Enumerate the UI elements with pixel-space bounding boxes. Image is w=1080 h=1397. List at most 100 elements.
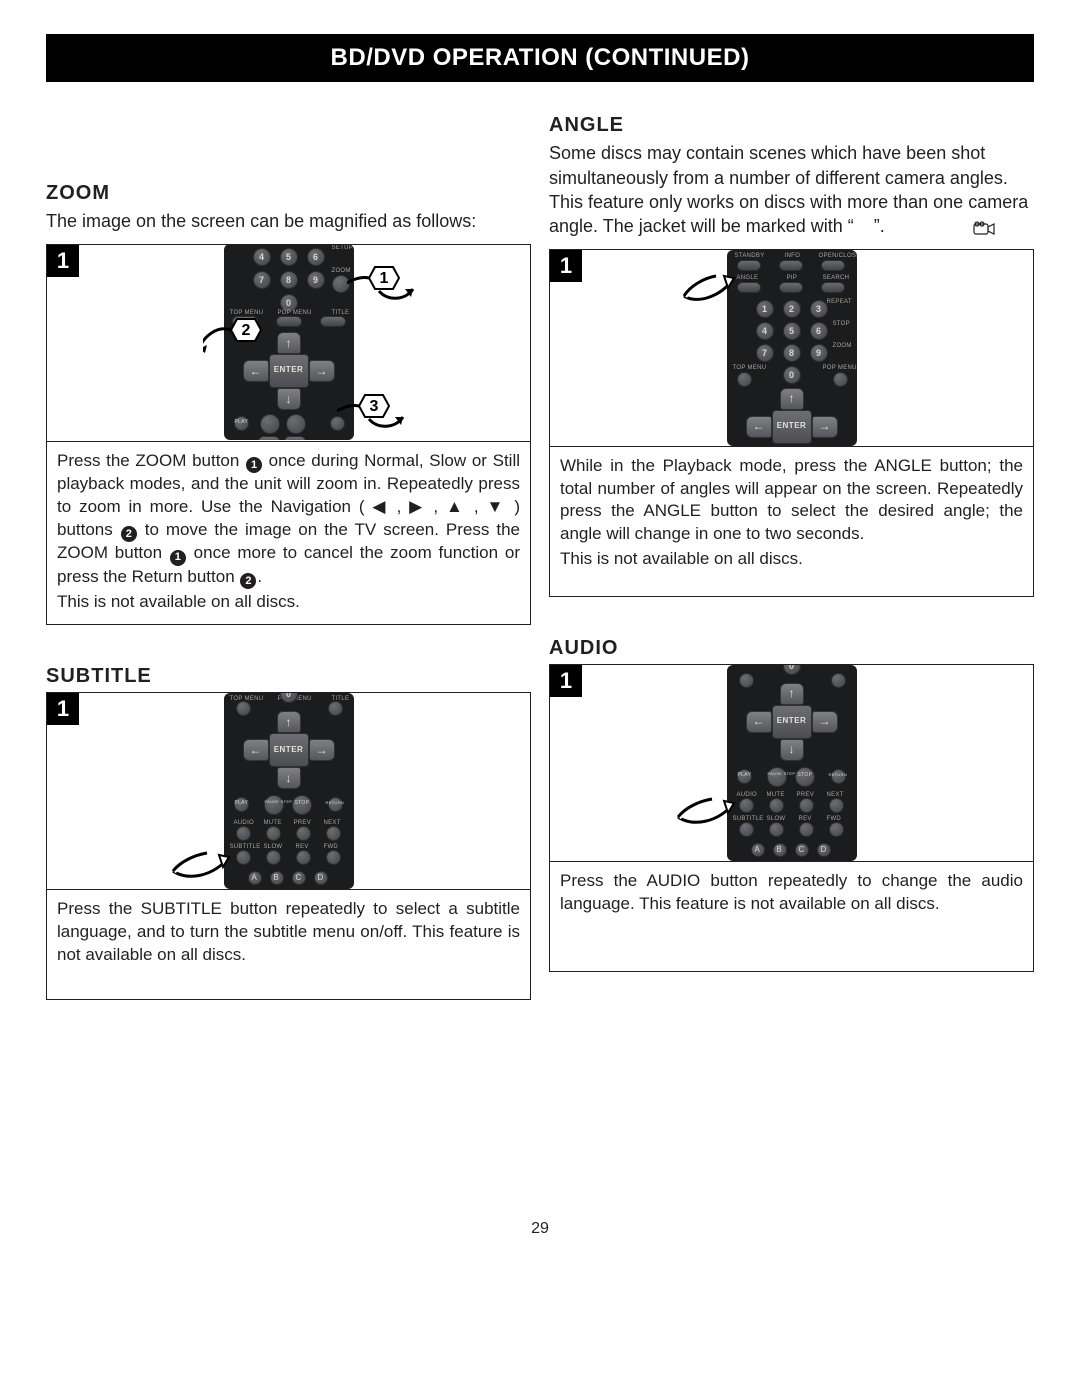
pause-button <box>264 795 284 815</box>
step-badge: 1 <box>550 665 582 697</box>
dpad-left-icon: ← <box>243 360 269 382</box>
dpad-right-icon: → <box>309 739 335 761</box>
label-popmenu: POP MENU <box>823 364 857 372</box>
num-3: 3 <box>810 300 828 318</box>
next-button <box>326 826 341 841</box>
label-a: A <box>755 845 761 856</box>
label-play: PLAY <box>235 800 249 807</box>
label-repeat: REPEAT <box>827 298 852 306</box>
label-open: OPEN/CLOSE <box>819 252 857 260</box>
callout-1: 1 <box>347 263 427 305</box>
page-number: 29 <box>46 1218 1034 1240</box>
prev-button <box>799 798 814 813</box>
dpad-left-icon: ← <box>746 711 772 733</box>
zoom-intro: The image on the screen can be magnified… <box>46 209 531 233</box>
svg-text:1: 1 <box>380 270 389 287</box>
dpad-left-icon: ← <box>243 739 269 761</box>
subtitle-button <box>236 850 251 865</box>
subtitle-section: SUBTITLE 1 TOP MENU POP MENU TITLE 0 ↑ ↓ <box>46 663 531 1000</box>
label-stop: STOP <box>295 800 310 807</box>
num-9: 9 <box>810 344 828 362</box>
t: While in the Playback mode, press the AN… <box>560 456 1023 544</box>
pill-topmenu <box>232 316 258 327</box>
zoom-heading: ZOOM <box>46 180 531 207</box>
spacer <box>46 112 531 180</box>
enter-button: ENTER <box>772 410 812 444</box>
pill-b <box>284 436 306 440</box>
t: Some discs may contain scenes which have… <box>549 143 1028 236</box>
page-header: BD/DVD OPERATION (CONTINUED) <box>46 34 1034 82</box>
label-zoom: ZOOM <box>833 342 852 350</box>
num-5: 5 <box>280 248 298 266</box>
label-stop: STOP <box>833 320 850 328</box>
two-column-layout: ZOOM The image on the screen can be magn… <box>46 112 1034 1038</box>
subtitle-figure: 1 TOP MENU POP MENU TITLE 0 ↑ ↓ ← <box>46 692 531 890</box>
circled-1-icon: 1 <box>246 457 262 473</box>
zoom-figure: 1 4 5 6 SETUP 7 8 9 ZOOM 0 TOP <box>46 244 531 442</box>
label-c: C <box>799 845 805 856</box>
label-topmenu: TOP MENU <box>733 364 767 372</box>
dpad: ↑ ↓ ← → ENTER <box>243 711 335 789</box>
label-info: INFO <box>785 252 801 260</box>
label-pause: PAUSE STEP <box>265 799 293 804</box>
t: This is not available on all discs. <box>560 548 1023 571</box>
right-column: ANGLE Some discs may contain scenes whic… <box>549 112 1034 1038</box>
pill <box>833 372 848 387</box>
fwd-button <box>326 850 341 865</box>
pause-button <box>767 767 787 787</box>
num-7: 7 <box>756 344 774 362</box>
t: This is not available on all discs. <box>57 591 520 614</box>
dpad-down-icon: ↓ <box>780 739 804 761</box>
manual-page: BD/DVD OPERATION (CONTINUED) ZOOM The im… <box>0 0 1080 1270</box>
angle-section: ANGLE Some discs may contain scenes whic… <box>549 112 1034 596</box>
label-b: B <box>274 873 280 884</box>
rev-button <box>296 850 311 865</box>
label-play: PLAY <box>738 772 752 779</box>
label-a: A <box>252 873 258 884</box>
label-zoom: ZOOM <box>332 267 351 275</box>
subtitle-description: Press the SUBTITLE button repeatedly to … <box>46 890 531 1000</box>
circled-1-icon: 1 <box>170 550 186 566</box>
dpad-down-icon: ↓ <box>277 388 301 410</box>
step-badge: 1 <box>550 250 582 282</box>
label-stop: STOP <box>798 772 813 779</box>
audio-figure: 1 0 ↑ ↓ ← → ENTER <box>549 664 1034 862</box>
num-8: 8 <box>783 344 801 362</box>
remote-illustration: TOP MENU POP MENU TITLE 0 ↑ ↓ ← → ENTER <box>224 693 354 889</box>
dpad-up-icon: ↑ <box>277 711 301 733</box>
enter-button: ENTER <box>772 705 812 739</box>
camera-angle-icon <box>966 221 996 237</box>
dpad-up-icon: ↑ <box>277 332 301 354</box>
label-angle: ANGLE <box>737 274 759 282</box>
label-pip: PIP <box>787 274 798 282</box>
dpad: ↑ ↓ ← → ENTER <box>746 683 838 761</box>
num-4: 4 <box>253 248 271 266</box>
circled-2-icon: 2 <box>121 526 137 542</box>
angle-intro: Some discs may contain scenes which have… <box>549 141 1034 238</box>
audio-section: AUDIO 1 0 ↑ ↓ ← → ENTER <box>549 635 1034 972</box>
dpad-right-icon: → <box>812 416 838 438</box>
dpad: ↑ ↓ ← → ENTER <box>243 332 335 410</box>
slow-button <box>769 822 784 837</box>
pause-button <box>260 414 280 434</box>
enter-button: ENTER <box>269 733 309 767</box>
pill-a <box>258 436 280 440</box>
remote-illustration: 4 5 6 SETUP 7 8 9 ZOOM 0 TOP MENU POP ME… <box>224 244 354 440</box>
remote-illustration: 0 ↑ ↓ ← → ENTER PLAY PAUSE S <box>727 665 857 861</box>
pill <box>737 372 752 387</box>
pill-standby <box>737 260 761 271</box>
pip-button <box>779 282 803 293</box>
label-return: RETURN <box>829 772 847 777</box>
label-standby: STANDBY <box>735 252 765 260</box>
pill-popmenu <box>276 316 302 327</box>
dpad-right-icon: → <box>812 711 838 733</box>
left-column: ZOOM The image on the screen can be magn… <box>46 112 531 1038</box>
num-1: 1 <box>756 300 774 318</box>
label-d: D <box>821 845 827 856</box>
search-button <box>821 282 845 293</box>
num-6: 6 <box>810 322 828 340</box>
pill-open <box>821 260 845 271</box>
audio-button <box>236 826 251 841</box>
num-0: 0 <box>783 665 801 675</box>
label-pause: PAUSE STEP <box>768 771 796 776</box>
